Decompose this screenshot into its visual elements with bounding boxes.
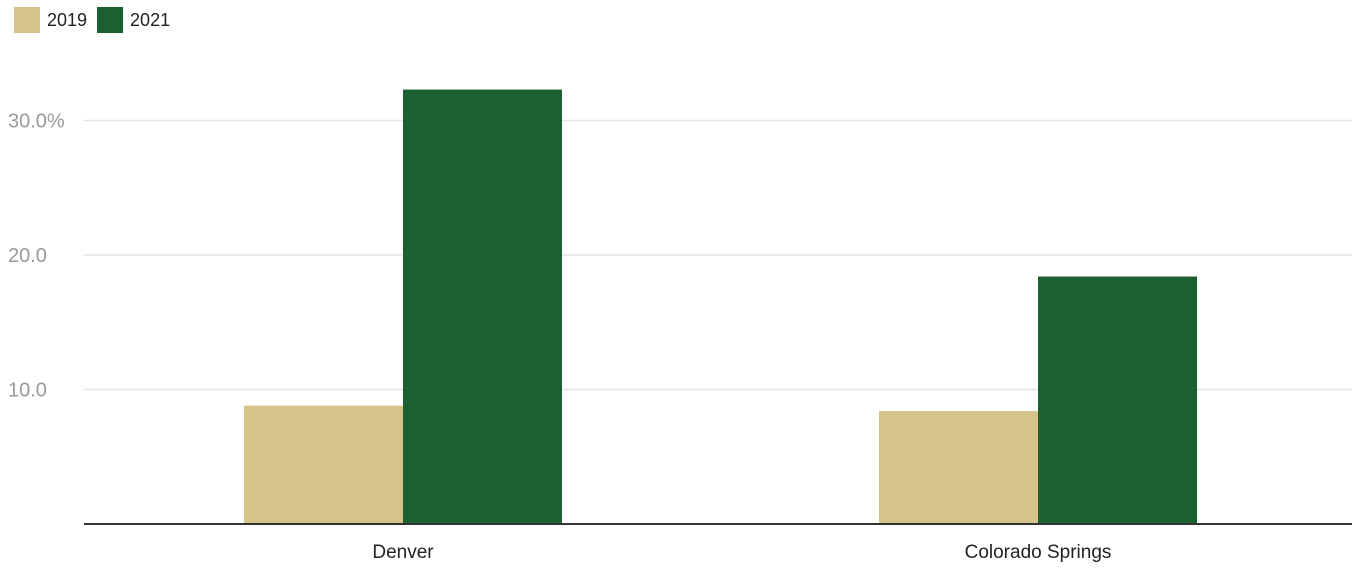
y-tick-label: 10.0	[8, 380, 47, 402]
x-tick-label: Colorado Springs	[965, 542, 1112, 563]
legend-label-2021: 2021	[130, 9, 171, 30]
legend-label-2019: 2019	[47, 9, 88, 30]
legend-item-2019: 2019	[14, 7, 87, 33]
y-tick-label: 20.0	[8, 245, 47, 267]
legend-swatch-2021	[97, 7, 124, 33]
bar-2021-denver	[403, 89, 562, 524]
legend-swatch-2019	[14, 7, 40, 33]
bar-2021-colorado-springs	[1038, 276, 1197, 524]
bar-2019-colorado-springs	[879, 411, 1038, 524]
bar-2019-denver	[244, 405, 403, 524]
y-tick-label: 30.0%	[8, 111, 65, 133]
chart-legend: 2019 2021	[14, 7, 180, 33]
x-tick-label: Denver	[372, 542, 434, 563]
legend-item-2021: 2021	[97, 7, 170, 33]
